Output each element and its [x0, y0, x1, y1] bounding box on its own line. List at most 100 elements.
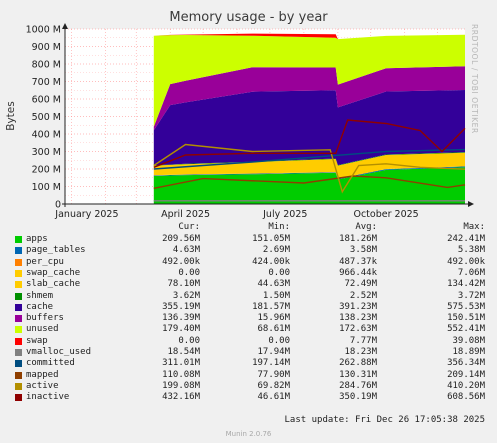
header-max: Max:: [463, 222, 485, 232]
legend-label: per_cpu: [26, 256, 64, 267]
memory-chart: Bytes 0 100 M 200 M 300 M 400 M 500 M 600 M 700…: [5, 23, 474, 220]
legend-swatch: [15, 371, 22, 379]
legend-min: 17.94M: [257, 347, 290, 357]
legend-max: 608.56M: [447, 392, 485, 403]
legend-min: 46.61M: [257, 392, 290, 403]
legend-min: 15.96M: [257, 313, 290, 324]
area-page-tables: [153, 166, 466, 180]
legend-min: 68.61M: [257, 324, 290, 335]
legend-swatch: [15, 281, 22, 289]
legend-avg: 350.19M: [339, 392, 377, 403]
y-tick-label: 400 M: [32, 130, 61, 141]
legend-max: 410.20M: [447, 380, 485, 391]
legend-min: 197.14M: [252, 358, 290, 369]
legend-label: vmalloc_used: [26, 347, 92, 357]
legend-row-page-tables: page_tables 4.63M 2.69M 3.58M 5.38M: [0, 245, 497, 256]
legend-cur: 311.01M: [162, 358, 200, 369]
legend-row-cache: cache 355.19M 181.57M 391.23M 575.53M: [0, 302, 497, 313]
legend-swatch: [15, 360, 22, 368]
legend-row-buffers: buffers 136.39M 15.96M 138.23M 150.51M: [0, 313, 497, 324]
legend-cur: 136.39M: [162, 313, 200, 324]
legend-avg: 487.37k: [339, 256, 377, 267]
y-tick-label: 1000 M: [26, 25, 61, 36]
legend-row-inactive: inactive 432.16M 46.61M 350.19M 608.56M: [0, 392, 497, 403]
header-min: Min:: [268, 222, 290, 232]
axes: [62, 23, 474, 207]
rrdtool-watermark: RRDTOOL / TOBI OETIKER: [470, 24, 479, 134]
y-tick-label: 700 M: [32, 77, 61, 88]
y-tick-label: 300 M: [32, 147, 61, 158]
line-inactive: [153, 119, 466, 168]
y-tick-label: 100 M: [32, 182, 61, 193]
legend-label: shmem: [26, 290, 54, 301]
legend-avg: 172.63M: [339, 324, 377, 335]
y-tick-label: 600 M: [32, 95, 61, 106]
legend-label: active: [26, 380, 59, 391]
y-tick-label: 900 M: [32, 42, 61, 53]
area-per-cpu: [153, 166, 466, 179]
legend-swatch: [15, 337, 22, 345]
legend-max: 3.72M: [457, 290, 485, 301]
legend-min: 0.00: [268, 335, 290, 346]
legend-avg: 391.23M: [339, 301, 377, 312]
legend-min: 44.63M: [257, 279, 290, 290]
legend-label: page_tables: [26, 245, 86, 256]
stacked-areas: [153, 33, 466, 204]
legend-swatch: [15, 315, 22, 323]
y-tick-label: 0: [55, 200, 61, 211]
legend-label: swap_cache: [26, 267, 81, 278]
legend-row-vmalloc-used: vmalloc_used 18.54M 17.94M 18.23M 18.89M: [0, 347, 497, 358]
legend-min: 2.69M: [262, 245, 290, 256]
legend-label: slab_cache: [26, 279, 81, 290]
legend-min: 1.50M: [262, 290, 290, 301]
legend-cur: 355.19M: [162, 301, 200, 312]
legend-cur: 432.16M: [162, 392, 200, 403]
legend-label: swap: [26, 335, 48, 346]
legend-min: 151.05M: [252, 234, 290, 244]
area-apps: [153, 167, 466, 204]
legend-cur: 110.08M: [162, 369, 200, 380]
legend-swatch: [15, 382, 22, 390]
header-cur: Cur:: [178, 222, 200, 232]
y-axis-label: Bytes: [5, 101, 17, 130]
legend-row-shmem: shmem 3.62M 1.50M 2.52M 3.72M: [0, 291, 497, 302]
legend-max: 575.53M: [447, 301, 485, 312]
legend-label: mapped: [26, 369, 59, 380]
legend-row-unused: unused 179.40M 68.61M 172.63M 552.41M: [0, 324, 497, 335]
y-tick-labels: 0 100 M 200 M 300 M 400 M 500 M 600 M 700 M 800 …: [26, 25, 61, 211]
legend-avg: 7.77M: [349, 335, 377, 346]
legend-avg: 262.88M: [339, 358, 377, 369]
x-tick-label: January 2025: [54, 209, 118, 220]
legend-cur: 179.40M: [162, 324, 200, 335]
legend-max: 492.00k: [447, 256, 485, 267]
legend-row-swap-cache: swap_cache 0.00 0.00 966.44k 7.06M: [0, 268, 497, 279]
legend-swatch: [15, 394, 22, 402]
legend-swatch: [15, 258, 22, 266]
legend-min: 69.82M: [257, 380, 290, 391]
legend-avg: 130.31M: [339, 369, 377, 380]
legend-avg: 181.26M: [339, 234, 377, 244]
area-unused: [153, 34, 466, 127]
legend-header: Cur: Min: Avg: Max:: [0, 222, 497, 233]
line-series: [153, 119, 466, 202]
legend-min: 181.57M: [252, 301, 290, 312]
legend-avg: 72.49M: [344, 279, 377, 290]
legend-row-swap: swap 0.00 0.00 7.77M 39.08M: [0, 336, 497, 347]
legend-avg: 18.23M: [344, 347, 377, 357]
header-avg: Avg:: [355, 222, 377, 232]
legend-row-apps: apps 209.56M 151.05M 181.26M 242.41M: [0, 234, 497, 245]
legend-label: unused: [26, 324, 59, 335]
legend-max: 7.06M: [457, 267, 485, 278]
area-shmem: [153, 152, 466, 166]
legend-row-slab-cache: slab_cache 78.10M 44.63M 72.49M 134.42M: [0, 279, 497, 290]
legend-row-mapped: mapped 110.08M 77.90M 130.31M 209.14M: [0, 370, 497, 381]
legend-cur: 0.00: [178, 267, 200, 278]
munin-version: Munin 2.0.76: [225, 430, 272, 438]
y-tick-label: 800 M: [32, 60, 61, 71]
area-cache: [153, 90, 466, 166]
legend-label: cache: [26, 301, 54, 312]
y-tick-label: 500 M: [32, 112, 61, 123]
legend-label: apps: [26, 234, 48, 244]
last-update: Last update: Fri Dec 26 17:05:38 2025: [284, 415, 485, 425]
legend-cur: 18.54M: [167, 347, 200, 357]
